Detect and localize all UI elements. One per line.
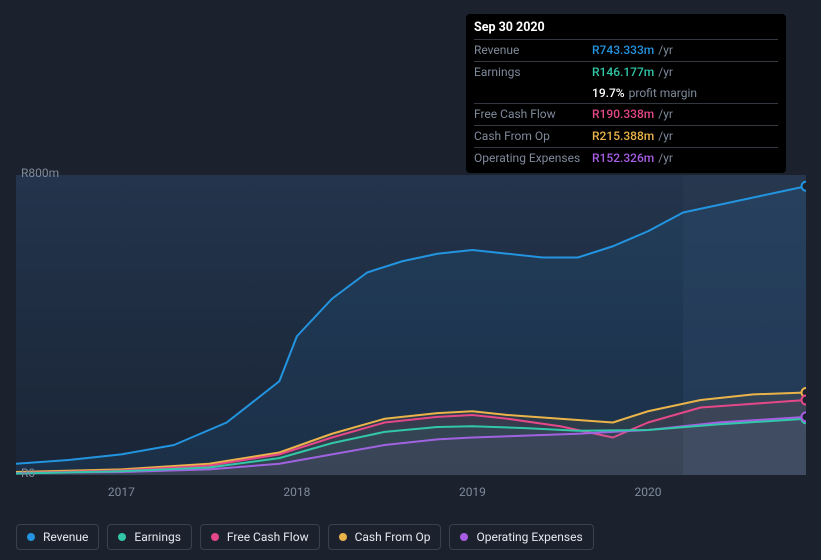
legend-label: Free Cash Flow [227, 530, 309, 544]
x-axis-label: 2018 [283, 485, 310, 499]
tooltip-value: 19.7% [592, 86, 625, 100]
tooltip-unit: /yr [658, 129, 673, 143]
tooltip-row: Free Cash FlowR190.338m/yr [474, 103, 778, 125]
tooltip-title: Sep 30 2020 [474, 20, 778, 39]
tooltip-label: Cash From Op [474, 128, 592, 145]
tooltip-value: R743.333m [592, 43, 654, 57]
legend-dot-icon [118, 533, 126, 541]
chart-svg [16, 155, 806, 515]
x-axis-label: 2019 [459, 485, 486, 499]
tooltip-value: R146.177m [592, 65, 654, 79]
tooltip-value: R215.388m [592, 129, 654, 143]
legend-dot-icon [460, 533, 468, 541]
chart-area[interactable]: R0 R800m 2017 2018 2019 2020 [16, 155, 806, 555]
legend-dot-icon [339, 533, 347, 541]
tooltip-unit: /yr [658, 107, 673, 121]
tooltip-row: Cash From OpR215.388m/yr [474, 125, 778, 147]
legend-dot-icon [211, 533, 219, 541]
legend-item-earnings[interactable]: Earnings [107, 524, 192, 550]
legend-item-cash-from-op[interactable]: Cash From Op [328, 524, 442, 550]
tooltip-unit: /yr [658, 65, 673, 79]
y-axis-label: R0 [21, 466, 35, 480]
legend-label: Revenue [43, 530, 88, 544]
legend-label: Operating Expenses [476, 530, 582, 544]
tooltip-row: RevenueR743.333m/yr [474, 39, 778, 61]
legend-item-free-cash-flow[interactable]: Free Cash Flow [200, 524, 320, 550]
tooltip-row: 19.7% profit margin [474, 83, 778, 104]
tooltip-label [474, 85, 592, 102]
y-axis-label: R800m [21, 166, 59, 180]
tooltip-row: EarningsR146.177m/yr [474, 61, 778, 83]
legend-label: Cash From Op [355, 530, 431, 544]
x-axis-label: 2017 [108, 485, 135, 499]
tooltip-label: Free Cash Flow [474, 106, 592, 123]
tooltip-unit: /yr [658, 43, 673, 57]
chart-tooltip: Sep 30 2020RevenueR743.333m/yrEarningsR1… [466, 14, 786, 173]
tooltip-value: R190.338m [592, 107, 654, 121]
legend-label: Earnings [134, 530, 181, 544]
legend-dot-icon [27, 533, 35, 541]
x-axis-label: 2020 [635, 485, 662, 499]
legend-item-operating-expenses[interactable]: Operating Expenses [449, 524, 593, 550]
tooltip-unit: profit margin [629, 86, 697, 100]
tooltip-label: Earnings [474, 64, 592, 81]
legend: Revenue Earnings Free Cash Flow Cash From O… [16, 524, 594, 550]
legend-item-revenue[interactable]: Revenue [16, 524, 99, 550]
tooltip-label: Revenue [474, 42, 592, 59]
